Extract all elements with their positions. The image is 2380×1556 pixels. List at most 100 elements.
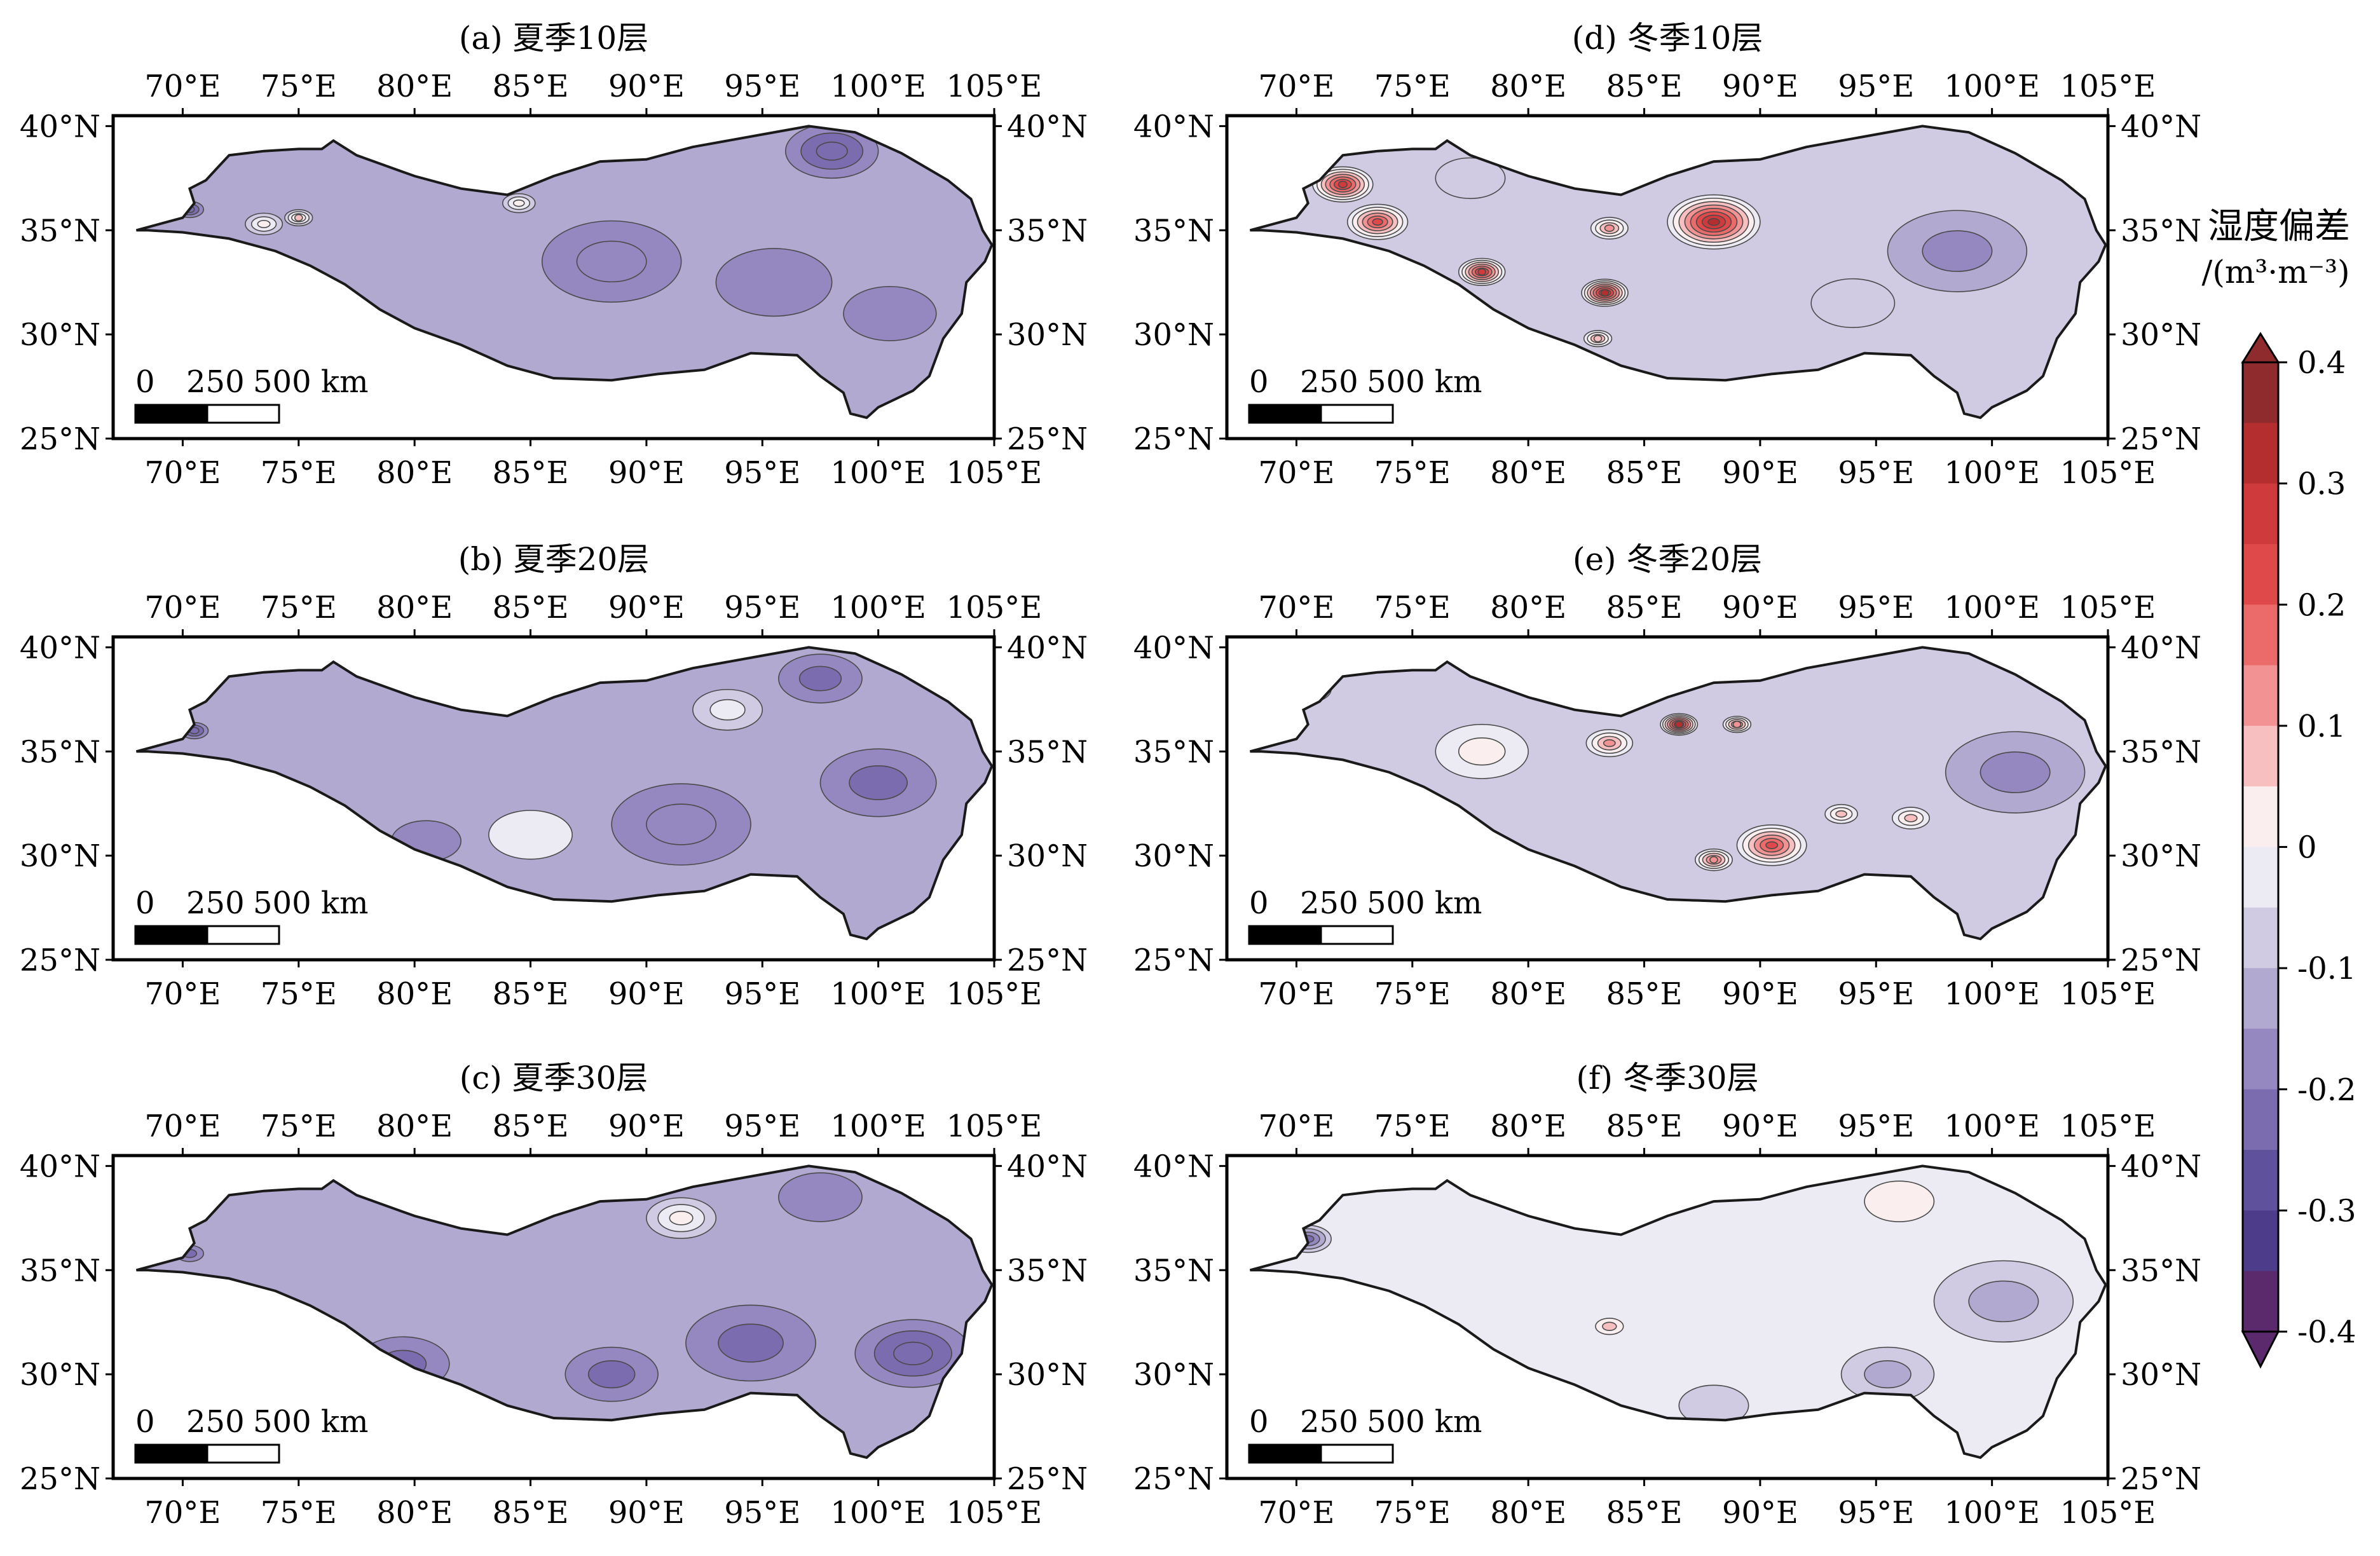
lat-label-left: 25°N bbox=[1133, 943, 1214, 978]
scale-mid: 250 bbox=[1300, 1404, 1358, 1440]
scale-bar: 0 250 500 km bbox=[1248, 364, 1482, 424]
scale-bar: 0 250 500 km bbox=[134, 885, 368, 945]
lon-label-bottom: 90°E bbox=[608, 976, 685, 1012]
lon-label-bottom: 90°E bbox=[608, 455, 685, 491]
contour-region bbox=[1458, 737, 1506, 766]
lat-label-left: 40°N bbox=[1133, 1149, 1214, 1184]
scale-end: 500 km bbox=[253, 1404, 368, 1440]
colorbar-tick-label: 0 bbox=[2297, 830, 2317, 866]
lon-label-bottom: 80°E bbox=[1490, 455, 1566, 491]
lat-label-left: 30°N bbox=[20, 1357, 100, 1393]
scale-end: 500 km bbox=[1367, 885, 1482, 921]
lon-label-top: 95°E bbox=[1838, 69, 1914, 104]
lon-label-bottom: 70°E bbox=[1258, 1495, 1334, 1531]
lon-label-top: 90°E bbox=[608, 69, 685, 104]
lon-label-bottom: 105°E bbox=[2060, 1495, 2156, 1531]
lat-label-right: 30°N bbox=[1007, 317, 1088, 353]
lat-label-right: 30°N bbox=[2121, 317, 2201, 353]
scale-end: 500 km bbox=[253, 885, 368, 921]
lon-label-bottom: 90°E bbox=[1722, 976, 1798, 1012]
lat-label-left: 25°N bbox=[20, 1461, 100, 1497]
colorbar: 湿度偏差 /(m³·m⁻³) 0.4 0.3 0.2 0.1 0 -0.1 -0.2 -0.3… bbox=[2201, 206, 2356, 1369]
lon-label-bottom: 90°E bbox=[608, 1495, 685, 1531]
lat-label-right: 25°N bbox=[2121, 943, 2201, 978]
lon-label-bottom: 70°E bbox=[1258, 455, 1334, 491]
lon-label-bottom: 95°E bbox=[1838, 455, 1914, 491]
lon-label-bottom: 75°E bbox=[1374, 455, 1451, 491]
lon-label-top: 80°E bbox=[376, 1109, 453, 1144]
lon-label-top: 80°E bbox=[1490, 590, 1566, 625]
contour-region bbox=[1810, 278, 1896, 329]
lon-label-top: 75°E bbox=[1374, 590, 1451, 625]
lon-label-bottom: 100°E bbox=[1944, 1495, 2040, 1531]
contour-region bbox=[1904, 814, 1918, 822]
plateau-outline bbox=[1249, 1164, 2107, 1459]
colorbar-bin bbox=[2243, 1150, 2278, 1211]
lat-label-right: 30°N bbox=[2121, 1357, 2201, 1393]
contour-region bbox=[1765, 841, 1779, 849]
colorbar-tick-label: 0.4 bbox=[2297, 345, 2346, 381]
colorbar-tick-label: 0.1 bbox=[2297, 709, 2346, 744]
lon-label-bottom: 105°E bbox=[947, 976, 1043, 1012]
contour-region bbox=[1835, 810, 1847, 818]
lon-label-bottom: 100°E bbox=[830, 1495, 926, 1531]
panel-title: (c) 夏季30层 bbox=[460, 1060, 648, 1096]
lon-label-top: 95°E bbox=[724, 69, 800, 104]
lon-label-top: 85°E bbox=[1606, 1109, 1682, 1144]
plateau-outline bbox=[135, 125, 994, 420]
contour-region bbox=[1477, 268, 1487, 276]
lon-label-bottom: 75°E bbox=[261, 455, 337, 491]
lon-label-bottom: 75°E bbox=[1374, 1495, 1451, 1531]
lon-label-top: 100°E bbox=[1944, 590, 2040, 625]
lon-label-bottom: 80°E bbox=[1490, 1495, 1566, 1531]
contour-region bbox=[1968, 1280, 2039, 1323]
lon-label-bottom: 80°E bbox=[376, 976, 453, 1012]
contour-region bbox=[893, 1341, 933, 1365]
lon-label-top: 95°E bbox=[1838, 590, 1914, 625]
lon-label-top: 90°E bbox=[1722, 1109, 1798, 1144]
lon-label-bottom: 75°E bbox=[261, 1495, 337, 1531]
contour-region bbox=[1602, 1321, 1617, 1331]
colorbar-tick-label: -0.2 bbox=[2297, 1072, 2356, 1108]
scale-zero: 0 bbox=[135, 885, 155, 921]
lon-label-bottom: 75°E bbox=[261, 976, 337, 1012]
lat-label-left: 30°N bbox=[1133, 1357, 1214, 1393]
lon-label-bottom: 70°E bbox=[144, 455, 221, 491]
contour-region bbox=[488, 810, 573, 860]
lon-label-bottom: 105°E bbox=[2060, 976, 2156, 1012]
lat-label-left: 35°N bbox=[20, 734, 100, 770]
colorbar-bin bbox=[2243, 423, 2278, 484]
lon-label-top: 105°E bbox=[947, 69, 1043, 104]
contour-region bbox=[1864, 1180, 1935, 1222]
scale-end: 500 km bbox=[1367, 1404, 1482, 1440]
lon-label-top: 75°E bbox=[261, 1109, 337, 1144]
panel-title: (b) 夏季20层 bbox=[458, 541, 650, 578]
colorbar-bin bbox=[2243, 362, 2278, 423]
humidity-field bbox=[1250, 1166, 2106, 1458]
lat-label-right: 25°N bbox=[2121, 1461, 2201, 1497]
map-panels: (a) 夏季10层 70°E 70°E 75°E 75°E 80°E 80°E 85°E 85°… bbox=[20, 20, 2201, 1531]
lat-label-right: 35°N bbox=[2121, 213, 2201, 249]
lat-label-left: 35°N bbox=[20, 213, 100, 249]
lat-label-left: 25°N bbox=[20, 943, 100, 978]
lon-label-top: 90°E bbox=[1722, 69, 1798, 104]
lon-label-top: 80°E bbox=[376, 590, 453, 625]
lat-label-right: 40°N bbox=[1007, 630, 1088, 665]
lon-label-top: 70°E bbox=[1258, 1109, 1334, 1144]
lat-label-right: 35°N bbox=[1007, 1253, 1088, 1288]
humidity-field bbox=[136, 126, 992, 418]
plateau-outline bbox=[135, 1164, 994, 1459]
panel-title: (f) 冬季30层 bbox=[1576, 1060, 1758, 1096]
colorbar-bin bbox=[2243, 1028, 2278, 1090]
lon-label-bottom: 100°E bbox=[1944, 976, 2040, 1012]
lat-label-left: 30°N bbox=[1133, 838, 1214, 874]
lon-label-top: 75°E bbox=[1374, 69, 1451, 104]
lon-label-top: 70°E bbox=[1258, 69, 1334, 104]
lon-label-bottom: 80°E bbox=[376, 1495, 453, 1531]
lon-label-top: 75°E bbox=[261, 590, 337, 625]
contour-region bbox=[1707, 218, 1720, 226]
lon-label-bottom: 95°E bbox=[724, 455, 800, 491]
contour-region bbox=[715, 248, 833, 317]
colorbar-ticks: 0.4 0.3 0.2 0.1 0 -0.1 -0.2 -0.3 -0.4 bbox=[2278, 345, 2356, 1350]
contour-region bbox=[1604, 224, 1615, 232]
